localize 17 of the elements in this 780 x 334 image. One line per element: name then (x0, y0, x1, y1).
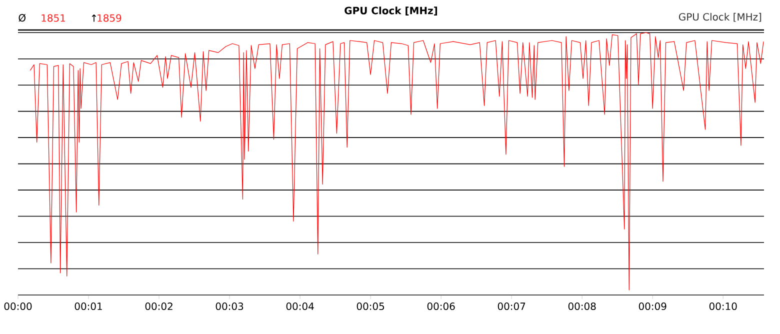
x-tick-label: 00:02 (145, 302, 172, 310)
x-tick-label: 00:00 (4, 302, 32, 310)
x-tick-label: 00:01 (74, 302, 102, 310)
text: 1859 (98, 14, 122, 22)
x-tick-label: 00:08 (568, 302, 596, 310)
chart-title: GPU Clock [MHz] (344, 6, 438, 16)
text: GPU Clock [MHz] (678, 12, 762, 22)
x-tick-label: 00:10 (709, 302, 737, 310)
text: 1851 (42, 14, 66, 22)
x-tick-label: 00:04 (286, 302, 314, 310)
x-tick-label: 00:03 (216, 302, 244, 310)
x-tick-label: 00:06 (427, 302, 455, 310)
text: ↑ (92, 14, 96, 22)
x-tick-label: 00:05 (356, 302, 384, 310)
x-tick-label: 00:09 (638, 302, 666, 310)
text: Ø (18, 14, 26, 22)
x-tick-label: 00:07 (498, 302, 526, 310)
